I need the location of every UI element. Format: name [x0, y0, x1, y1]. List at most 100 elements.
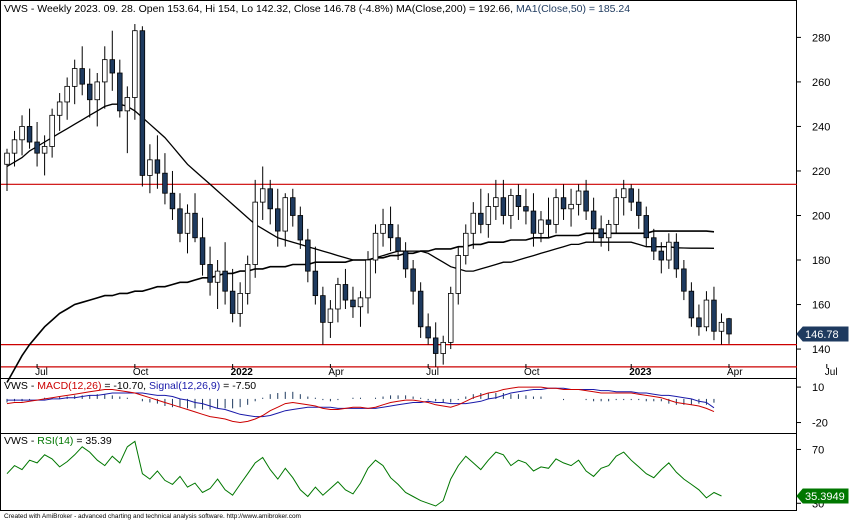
- candle: [658, 242, 665, 274]
- candle-body: [259, 188, 266, 203]
- ma200-value-tag: 192.66: [805, 0, 839, 3]
- candle-body: [387, 223, 394, 239]
- x-tick-label: Apr: [727, 367, 743, 378]
- candle: [605, 219, 612, 252]
- candle-body: [342, 284, 349, 301]
- candle-body: [643, 215, 650, 239]
- candle-body: [696, 317, 702, 328]
- y-tick-label: 240: [812, 121, 830, 133]
- candle-body: [538, 219, 544, 234]
- candle: [244, 255, 251, 305]
- candle: [192, 193, 198, 243]
- candle: [568, 188, 574, 227]
- candle-body: [290, 197, 296, 216]
- candle: [117, 59, 123, 118]
- candle-body: [500, 197, 507, 216]
- candle-body: [162, 172, 168, 194]
- candle-body: [49, 114, 55, 147]
- candle: [478, 188, 484, 234]
- candle-body: [425, 326, 431, 339]
- candle-body: [432, 337, 439, 354]
- candle-body: [530, 210, 537, 234]
- candle-body: [86, 83, 93, 101]
- candle-body: [19, 126, 25, 141]
- candle: [651, 228, 657, 261]
- signal-header-value: = -7.50: [220, 380, 256, 392]
- rsi-line: [6, 440, 722, 507]
- candle-body: [132, 30, 138, 98]
- candle-body: [199, 237, 206, 265]
- candle: [508, 188, 514, 229]
- candle-body: [478, 212, 484, 225]
- candle-body: [440, 341, 446, 354]
- macd-header-prefix: VWS -: [4, 380, 37, 392]
- price-horizontal-lines: [1, 183, 797, 368]
- candle: [342, 268, 349, 309]
- candle: [643, 206, 650, 247]
- candle: [545, 197, 552, 238]
- candle-body: [312, 270, 319, 297]
- candle-body: [139, 30, 146, 176]
- candle: [184, 204, 191, 254]
- candle-body: [575, 190, 582, 205]
- macd-line: [6, 386, 715, 424]
- macd-y-tick-label: 10: [812, 382, 824, 394]
- candle: [34, 121, 40, 167]
- candle: [530, 193, 537, 247]
- candle-body: [154, 159, 161, 174]
- candle-body: [485, 206, 492, 225]
- candle: [350, 286, 356, 318]
- close-value-tag: 146.78: [796, 326, 849, 342]
- candle-body: [508, 195, 514, 216]
- candle: [79, 46, 85, 96]
- rsi-header-value: = 35.39: [73, 435, 111, 447]
- candle: [312, 246, 319, 305]
- candle: [500, 179, 507, 225]
- macd-y-axis: 10 -20: [797, 382, 828, 430]
- candle: [282, 193, 289, 247]
- candle-body: [605, 223, 612, 239]
- candle: [553, 188, 559, 234]
- candle: [365, 251, 371, 314]
- candle-body: [56, 101, 63, 116]
- candle: [139, 26, 146, 187]
- candle-body: [560, 197, 567, 210]
- candle-body: [229, 290, 236, 314]
- candle: [636, 188, 642, 229]
- candle: [305, 228, 311, 283]
- price-y-axis: 140 160 180 200 220 240 260 280: [797, 32, 830, 356]
- candle-body: [94, 81, 100, 101]
- x-tick-label: Oct: [524, 367, 540, 378]
- candle: [4, 148, 10, 191]
- candle-body: [207, 264, 213, 283]
- rsi-header-label: RSI(14): [37, 435, 73, 447]
- macd-value-tag-text: -10.7011: [805, 0, 848, 3]
- candle-body: [395, 237, 401, 252]
- candle-body: [372, 232, 379, 261]
- candle: [681, 260, 687, 301]
- candle: [259, 166, 266, 220]
- candle-body: [214, 270, 221, 283]
- candle: [688, 282, 695, 327]
- candle-body: [305, 239, 311, 272]
- rsi-value-tags: 35.3949: [796, 488, 849, 504]
- candle: [583, 179, 589, 220]
- candle-body: [365, 259, 371, 299]
- candle-body: [102, 59, 108, 83]
- candle-body: [320, 295, 326, 323]
- candle-body: [335, 284, 341, 310]
- candle-body: [590, 210, 597, 230]
- ma200-line: [6, 0, 794, 383]
- candle: [109, 30, 116, 91]
- candle-body: [282, 197, 289, 232]
- candlestick-series: [4, 24, 732, 367]
- candle: [718, 313, 725, 345]
- rsi-value-tag-box: [796, 488, 849, 504]
- candle-body: [11, 139, 18, 154]
- candle: [124, 86, 131, 154]
- candle-body: [34, 141, 40, 154]
- candle: [290, 188, 296, 227]
- candle-body: [666, 241, 672, 261]
- rsi-value-tag: 35.3949: [796, 488, 849, 504]
